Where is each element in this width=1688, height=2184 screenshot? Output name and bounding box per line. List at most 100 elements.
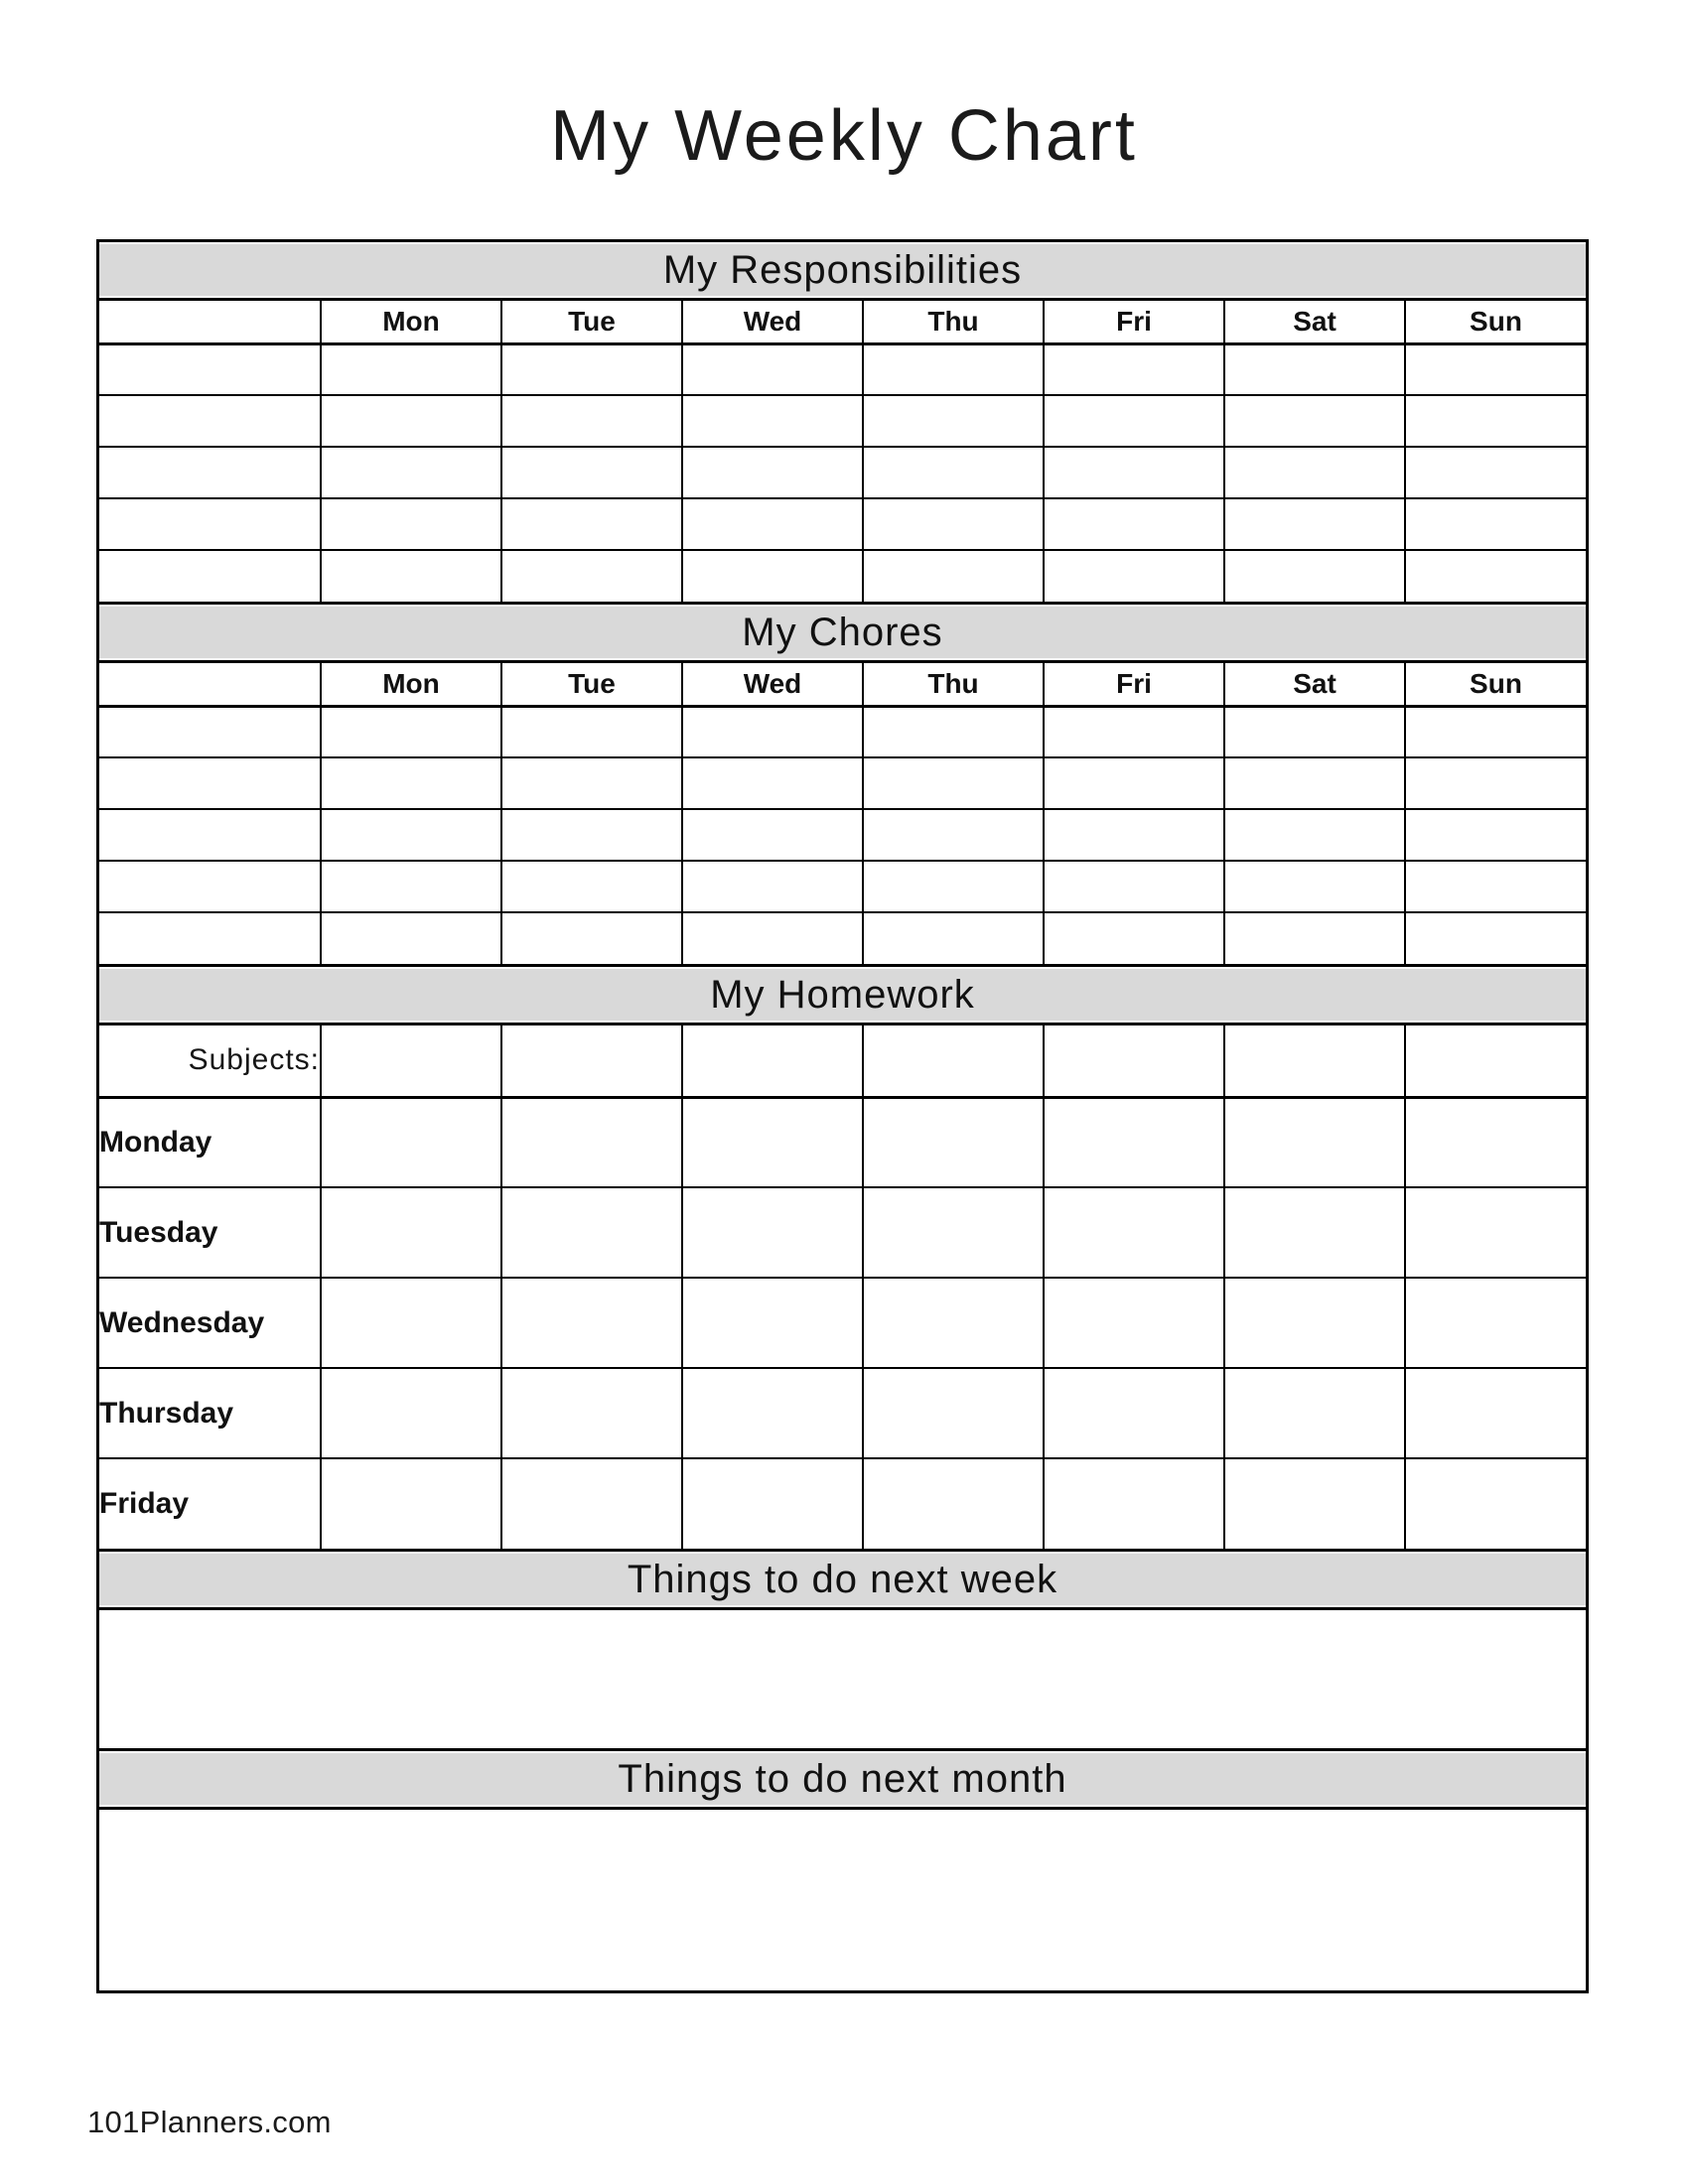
- chore-label-cell: [99, 757, 322, 810]
- responsibilities-table: Mon Tue Wed Thu Fri Sat Sun: [99, 301, 1586, 602]
- grid-cell: [1044, 550, 1225, 602]
- responsibility-row: [99, 343, 1586, 396]
- subject-cell: [682, 1025, 864, 1099]
- day-header-mon: Mon: [321, 301, 502, 345]
- grid-cell: [1224, 1458, 1406, 1549]
- homework-table: Subjects: Monday Tuesday Wednesday Thurs…: [99, 1025, 1586, 1549]
- weekday-label-thursday: Thursday: [99, 1368, 322, 1459]
- subject-cell: [1405, 1025, 1586, 1099]
- responsibility-row: [99, 447, 1586, 499]
- grid-cell: [863, 447, 1045, 499]
- subjects-row: Subjects:: [99, 1025, 1586, 1099]
- grid-cell: [863, 550, 1045, 602]
- grid-cell: [1224, 1187, 1406, 1279]
- grid-cell: [682, 447, 864, 499]
- grid-cell: [1224, 447, 1406, 499]
- grid-cell: [1224, 1097, 1406, 1188]
- day-header-fri: Fri: [1044, 301, 1225, 345]
- grid-cell: [682, 1368, 864, 1459]
- grid-cell: [1044, 395, 1225, 448]
- chores-table: Mon Tue Wed Thu Fri Sat Sun: [99, 663, 1586, 964]
- grid-cell: [1405, 1458, 1586, 1549]
- grid-cell: [682, 343, 864, 396]
- day-header-thu: Thu: [863, 301, 1045, 345]
- grid-cell: [1044, 1458, 1225, 1549]
- grid-cell: [1224, 912, 1406, 964]
- homework-row-friday: Friday: [99, 1458, 1586, 1549]
- weekday-label-tuesday: Tuesday: [99, 1187, 322, 1279]
- grid-cell: [501, 861, 683, 913]
- section-heading-responsibilities: My Responsibilities: [99, 239, 1586, 301]
- grid-cell: [501, 1278, 683, 1369]
- grid-cell: [682, 395, 864, 448]
- grid-cell: [321, 343, 502, 396]
- grid-cell: [863, 1097, 1045, 1188]
- grid-cell: [863, 1458, 1045, 1549]
- grid-cell: [321, 861, 502, 913]
- grid-cell: [863, 1368, 1045, 1459]
- grid-cell: [321, 1187, 502, 1279]
- day-header-sun: Sun: [1405, 301, 1586, 345]
- grid-cell: [1044, 343, 1225, 396]
- grid-cell: [501, 1097, 683, 1188]
- grid-cell: [501, 912, 683, 964]
- grid-cell: [1405, 757, 1586, 810]
- grid-cell: [1224, 1278, 1406, 1369]
- grid-cell: [1224, 809, 1406, 862]
- grid-cell: [501, 809, 683, 862]
- responsibilities-day-header-row: Mon Tue Wed Thu Fri Sat Sun: [99, 301, 1586, 345]
- grid-cell: [863, 395, 1045, 448]
- grid-cell: [1405, 395, 1586, 448]
- grid-cell: [1044, 1368, 1225, 1459]
- grid-cell: [501, 498, 683, 551]
- grid-cell: [1405, 1097, 1586, 1188]
- grid-cell: [501, 343, 683, 396]
- chores-day-header-row: Mon Tue Wed Thu Fri Sat Sun: [99, 663, 1586, 708]
- grid-cell: [682, 1097, 864, 1188]
- grid-cell: [321, 1458, 502, 1549]
- subject-cell: [321, 1025, 502, 1099]
- grid-cell: [321, 550, 502, 602]
- grid-cell: [863, 809, 1045, 862]
- grid-cell: [1044, 1187, 1225, 1279]
- grid-cell: [1044, 706, 1225, 758]
- grid-cell: [1224, 550, 1406, 602]
- grid-cell: [1044, 447, 1225, 499]
- grid-cell: [1405, 447, 1586, 499]
- grid-cell: [321, 1097, 502, 1188]
- grid-cell: [682, 1458, 864, 1549]
- day-header-wed: Wed: [682, 301, 864, 345]
- subject-cell: [1044, 1025, 1225, 1099]
- grid-cell: [682, 861, 864, 913]
- responsibility-row: [99, 395, 1586, 448]
- chore-label-cell: [99, 912, 322, 964]
- chore-row: [99, 706, 1586, 758]
- grid-cell: [1405, 1187, 1586, 1279]
- grid-cell: [863, 498, 1045, 551]
- responsibility-row: [99, 550, 1586, 602]
- grid-cell: [682, 706, 864, 758]
- responsibility-label-cell: [99, 395, 322, 448]
- weekday-label-monday: Monday: [99, 1097, 322, 1188]
- grid-cell: [1224, 343, 1406, 396]
- homework-row-tuesday: Tuesday: [99, 1187, 1586, 1279]
- grid-cell: [682, 550, 864, 602]
- next-month-notes-area: [99, 1810, 1586, 1990]
- weekday-label-friday: Friday: [99, 1458, 322, 1549]
- grid-cell: [863, 343, 1045, 396]
- chore-label-cell: [99, 809, 322, 862]
- chore-label-cell: [99, 861, 322, 913]
- day-header-fri: Fri: [1044, 663, 1225, 708]
- homework-row-monday: Monday: [99, 1097, 1586, 1188]
- responsibility-label-cell: [99, 343, 322, 396]
- corner-cell: [99, 301, 322, 345]
- grid-cell: [501, 1458, 683, 1549]
- grid-cell: [682, 1278, 864, 1369]
- chore-row: [99, 861, 1586, 913]
- homework-row-wednesday: Wednesday: [99, 1278, 1586, 1369]
- grid-cell: [1405, 1368, 1586, 1459]
- grid-cell: [1044, 1278, 1225, 1369]
- chore-label-cell: [99, 706, 322, 758]
- section-heading-chores: My Chores: [99, 602, 1586, 663]
